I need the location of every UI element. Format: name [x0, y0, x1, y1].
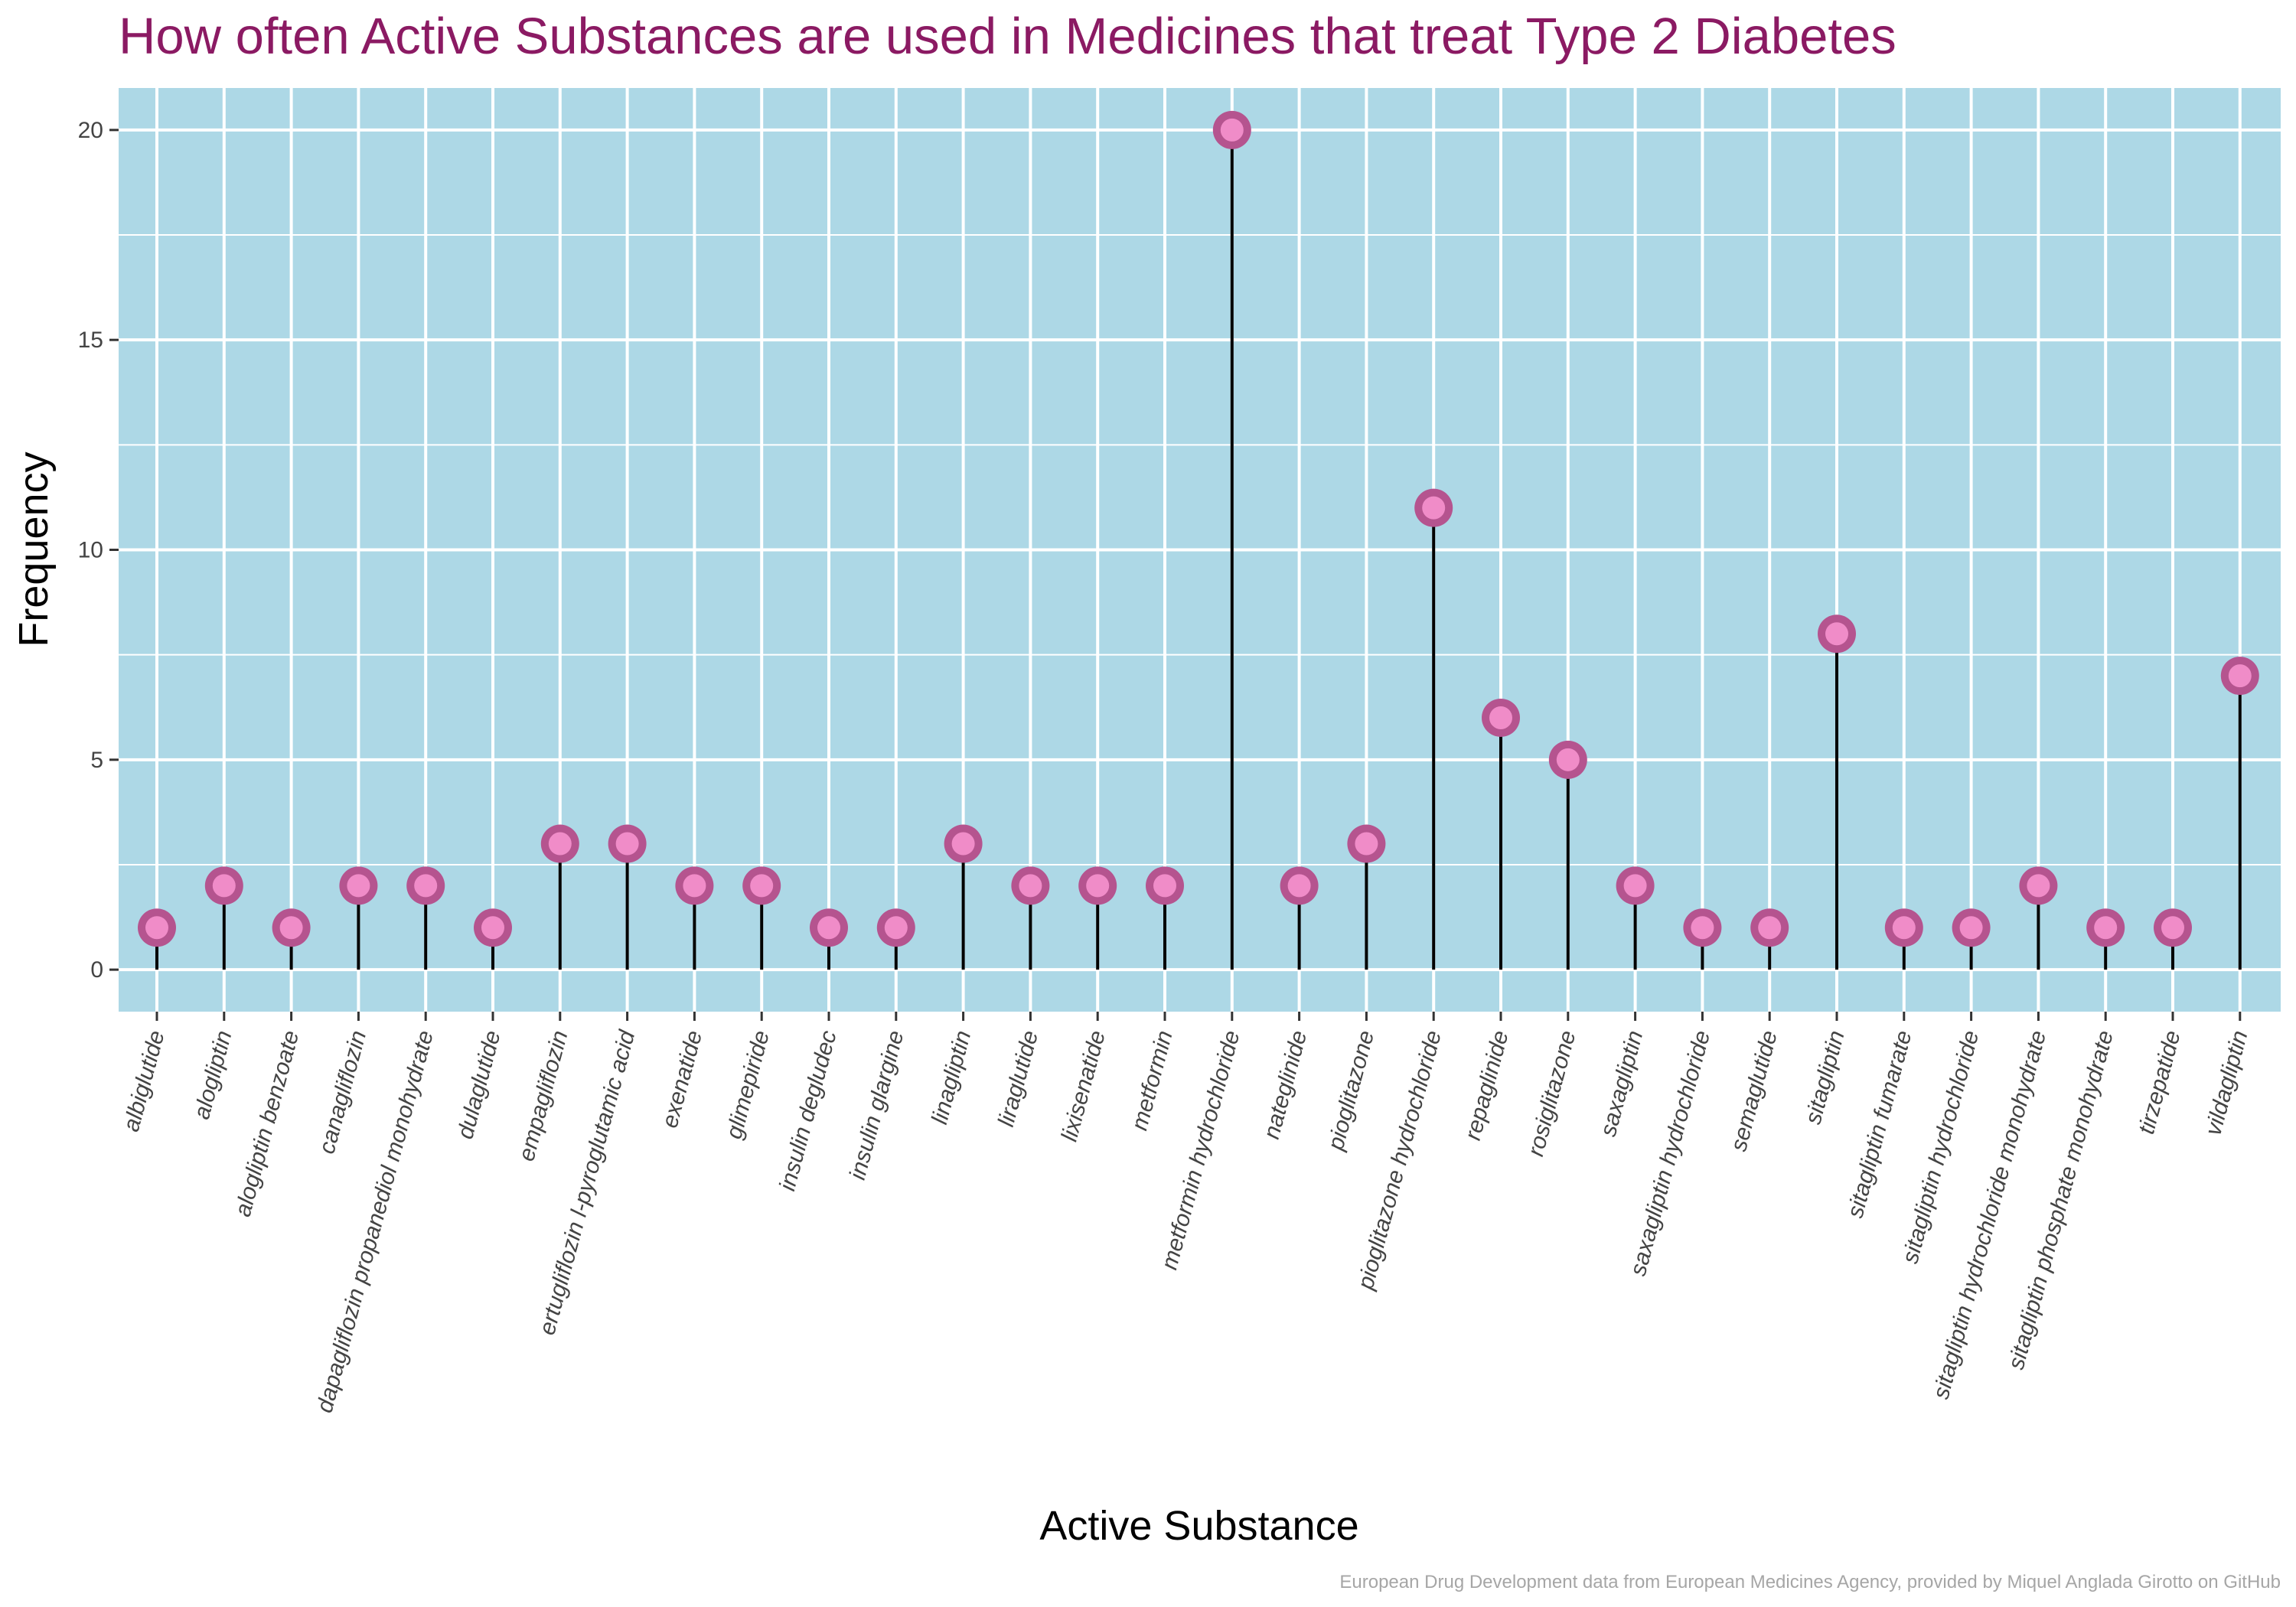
x-tick-label: rosiglitazone [1523, 1028, 1580, 1159]
lollipop-point [2094, 916, 2118, 940]
lollipop-points [138, 110, 2259, 947]
lollipop-point [2228, 664, 2252, 688]
y-tick-label: 0 [90, 957, 103, 983]
x-tick-label: lixisenatide [1057, 1028, 1110, 1144]
x-tick-label: insulin degludec [775, 1028, 842, 1193]
lollipop-point [347, 874, 370, 898]
x-tick-label: nateglinide [1259, 1028, 1312, 1142]
lollipop-point [481, 916, 504, 940]
lollipop-point [1758, 916, 1782, 940]
y-tick-label: 15 [78, 328, 103, 353]
lollipop-point [683, 874, 706, 898]
y-tick-label: 5 [90, 748, 103, 773]
x-tick-label: liraglutide [993, 1028, 1043, 1129]
y-tick-label: 10 [78, 538, 103, 563]
x-tick-label: empagliflozin [514, 1028, 572, 1164]
x-axis-title: Active Substance [1039, 1503, 1358, 1549]
lollipop-point [414, 874, 438, 898]
x-tick-label: canagliflozin [315, 1028, 372, 1156]
x-tick-label: tirzepatide [2134, 1028, 2186, 1136]
lollipop-point [750, 874, 774, 898]
y-axis-title: Frequency [11, 451, 57, 647]
x-tick-label: insulin glargine [845, 1028, 909, 1182]
lollipop-point [1019, 874, 1042, 898]
lollipop-point [1489, 706, 1512, 729]
y-tick-label: 20 [78, 118, 103, 143]
lollipop-point [1287, 874, 1311, 898]
lollipop-point [1220, 118, 1244, 142]
lollipop-point [615, 832, 639, 856]
x-tick-label: alogliptin benzoate [230, 1028, 305, 1219]
lollipop-point [1086, 874, 1110, 898]
lollipop-point [1153, 874, 1176, 898]
lollipop-point [145, 916, 168, 940]
y-axis: 0 5 10 15 20 [78, 118, 119, 983]
x-tick-label: sitagliptin hydrochloride [1897, 1028, 1984, 1266]
x-tick-label: metformin [1127, 1028, 1177, 1133]
lollipop-point [2027, 874, 2050, 898]
lollipop-point [951, 832, 975, 856]
x-tick-label: dulaglutide [452, 1028, 505, 1142]
lollipop-point [548, 832, 572, 856]
lollipop-point [279, 916, 303, 940]
x-tick-label: exenatide [657, 1028, 708, 1130]
lollipop-point [1691, 916, 1714, 940]
lollipop-point [2161, 916, 2184, 940]
x-tick-label: sitagliptin fumarate [1843, 1028, 1917, 1221]
lollipop-point [212, 874, 236, 898]
x-tick-label: pioglitazone [1323, 1028, 1380, 1153]
lollipop-point [1355, 832, 1378, 856]
x-tick-label: glimepiride [722, 1028, 775, 1142]
caption: European Drug Development data from Euro… [1339, 1572, 2281, 1592]
x-tick-label: repaglinide [1460, 1028, 1514, 1143]
lollipop-point [1892, 916, 1916, 940]
lollipop-point [1422, 496, 1446, 520]
x-tick-label: alogliptin [189, 1028, 237, 1122]
lollipop-point [1556, 748, 1580, 771]
x-tick-label: saxagliptin [1596, 1028, 1649, 1139]
x-tick-label: metformin hydrochloride [1156, 1028, 1244, 1272]
chart-title: How often Active Substances are used in … [119, 8, 1896, 65]
x-tick-label: albiglutide [119, 1028, 170, 1134]
lollipop-point [1825, 622, 1848, 646]
lollipop-point [1959, 916, 1983, 940]
x-tick-label: sitagliptin [1801, 1028, 1850, 1126]
x-tick-label: vildagliptin [2200, 1028, 2252, 1138]
lollipop-point [884, 916, 908, 940]
x-tick-label: semaglutide [1726, 1028, 1782, 1154]
lollipop-point [1623, 874, 1647, 898]
lollipop-point [817, 916, 840, 940]
x-tick-label: linagliptin [927, 1028, 976, 1126]
